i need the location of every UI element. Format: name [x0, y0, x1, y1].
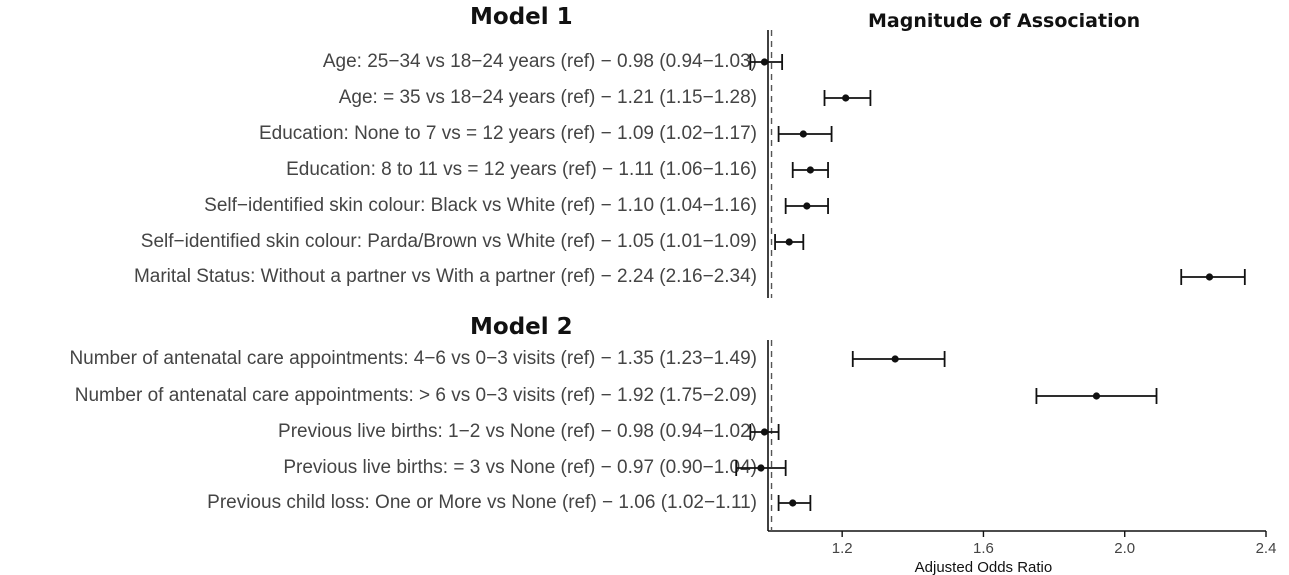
point-estimate [785, 238, 793, 246]
point-estimate [757, 464, 765, 472]
row-label: Previous child loss: One or More vs None… [207, 492, 757, 513]
row-label: Previous live births: 1−2 vs None (ref) … [278, 421, 757, 442]
row-label: Age: 25−34 vs 18−24 years (ref) − 0.98 (… [322, 51, 757, 72]
point-estimate [842, 94, 850, 102]
row-label: Marital Status: Without a partner vs Wit… [133, 266, 757, 287]
row-label: Previous live births: = 3 vs None (ref) … [283, 457, 757, 478]
row-label: Number of antenatal care appointments: >… [74, 385, 757, 406]
point-estimate [760, 58, 769, 66]
point-estimate [891, 355, 899, 363]
point-estimate [789, 499, 797, 507]
chart-title: Magnitude of Association [868, 10, 1141, 32]
x-tick-label: 2.0 [1114, 540, 1135, 557]
row-label: Age: = 35 vs 18−24 years (ref) − 1.21 (1… [338, 87, 757, 108]
point-estimate [1092, 392, 1101, 400]
point-estimate [760, 428, 769, 436]
model-2-title: Model 2 [470, 314, 573, 340]
row-label: Self−identified skin colour: Black vs Wh… [204, 195, 757, 216]
point-estimate [806, 166, 814, 174]
point-estimate [799, 130, 807, 138]
x-tick-label: 1.2 [832, 540, 853, 557]
x-axis-title: Adjusted Odds Ratio [915, 559, 1053, 575]
x-tick-label: 1.6 [973, 540, 994, 557]
row-label: Education: 8 to 11 vs = 12 years (ref) −… [286, 159, 757, 180]
row-label: Education: None to 7 vs = 12 years (ref)… [259, 123, 757, 144]
point-estimate [1205, 273, 1214, 281]
x-tick-label: 2.4 [1256, 540, 1277, 557]
model-1-title: Model 1 [470, 4, 573, 30]
row-label: Self−identified skin colour: Parda/Brown… [140, 231, 757, 252]
row-label: Number of antenatal care appointments: 4… [69, 348, 757, 369]
point-estimate [803, 202, 811, 210]
